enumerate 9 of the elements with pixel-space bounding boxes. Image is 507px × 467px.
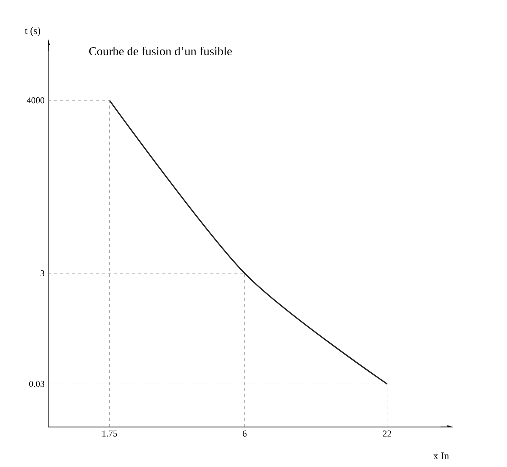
- y-tick-label: 3: [40, 270, 45, 276]
- x-tick-label: 22: [383, 430, 392, 437]
- x-axis-title: x In: [434, 452, 450, 460]
- y-tick-label: 4000: [27, 97, 45, 104]
- y-tick-label: 0.03: [29, 381, 45, 388]
- y-axis-title: t (s): [25, 27, 40, 36]
- x-tick-label: 6: [243, 430, 247, 437]
- x-tick-label: 1.75: [102, 430, 118, 437]
- chart-title: Courbe de fusion d’un fusible: [89, 46, 232, 56]
